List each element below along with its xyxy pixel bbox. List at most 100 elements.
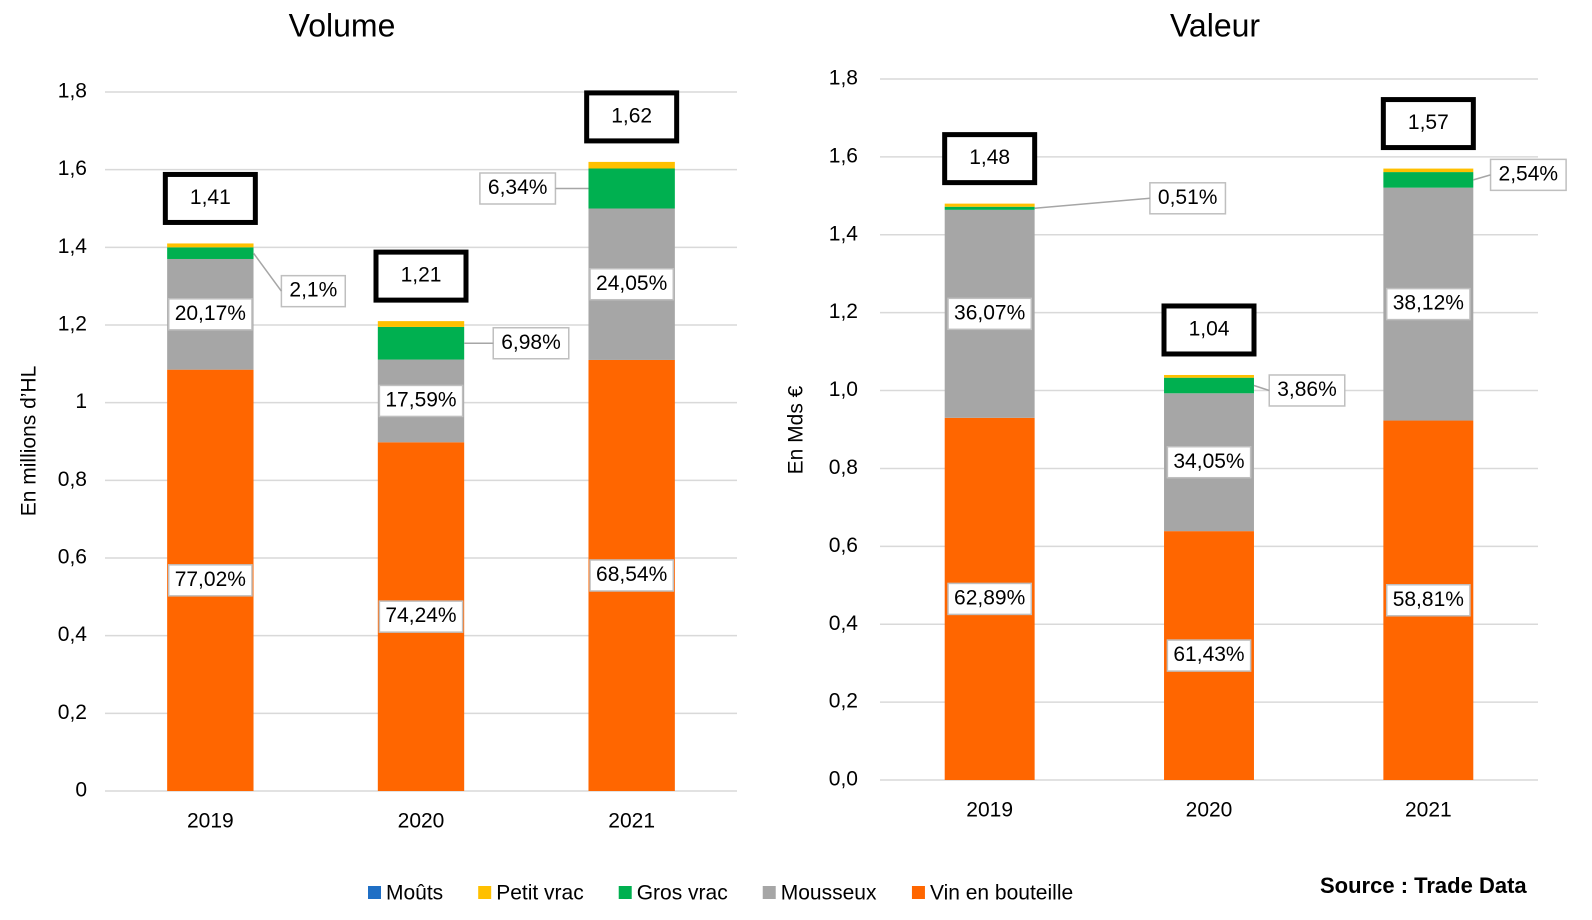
share-label-box <box>1149 182 1227 215</box>
x-tick-label: 2020 <box>398 810 445 833</box>
bar-segment <box>1383 168 1474 173</box>
y-tick-label: 1,8 <box>829 67 858 90</box>
y-tick-label: 0,4 <box>58 623 88 646</box>
share-label: 77,02% <box>175 568 246 591</box>
share-label: 6,34% <box>488 176 548 199</box>
share-label: 38,12% <box>1393 292 1464 315</box>
total-label: 1,48 <box>969 146 1010 169</box>
y-tick-label: 0,6 <box>58 546 87 569</box>
legend-swatch <box>368 886 381 899</box>
total-label: 1,57 <box>1408 111 1449 134</box>
legend-label: Petit vrac <box>496 882 584 905</box>
share-label: 6,98% <box>501 331 561 354</box>
legend-swatch <box>478 886 492 899</box>
share-label: 0,51% <box>1158 186 1218 209</box>
share-label: 61,43% <box>1173 643 1244 666</box>
share-label: 34,05% <box>1173 450 1244 473</box>
leader-line <box>1253 384 1270 392</box>
chart-title: Volume <box>289 7 396 43</box>
legend-label: Vin en bouteille <box>930 882 1073 905</box>
y-tick-label: 1,4 <box>58 235 88 258</box>
share-label: 24,05% <box>596 272 667 295</box>
y-tick-label: 0 <box>75 779 87 802</box>
leader-line <box>1034 197 1150 210</box>
y-tick-label: 0,4 <box>829 612 859 635</box>
legend-swatch <box>762 886 776 899</box>
chart-title: Valeur <box>1170 7 1260 43</box>
bar-segment <box>1164 374 1254 378</box>
bar-segment <box>377 321 465 327</box>
total-box <box>1380 97 1476 151</box>
share-label: 2,1% <box>289 279 337 302</box>
share-label-box <box>280 274 347 308</box>
y-tick-label: 1,2 <box>829 300 858 323</box>
bar-segment <box>1383 172 1474 188</box>
share-label-box <box>167 564 253 597</box>
share-label: 3,86% <box>1277 378 1337 401</box>
y-tick-label: 0,0 <box>829 768 858 791</box>
share-label-box <box>479 172 557 205</box>
y-axis-label: En millions d’HL <box>18 366 41 517</box>
bar-segment <box>167 247 254 259</box>
share-label-box <box>947 297 1033 331</box>
leader-line <box>1473 174 1491 181</box>
bar-segment <box>588 161 675 169</box>
total-box <box>162 171 258 225</box>
bar-segment <box>1164 377 1254 394</box>
x-tick-label: 2021 <box>1405 799 1452 822</box>
y-tick-label: 0,8 <box>829 456 858 479</box>
legend-label: Moûts <box>386 882 443 905</box>
bar-segment <box>944 206 1035 210</box>
share-label-box <box>1166 445 1252 479</box>
y-tick-label: 0,2 <box>829 690 858 713</box>
y-tick-label: 1,6 <box>58 157 87 180</box>
x-tick-label: 2019 <box>966 799 1013 822</box>
legend-label: Mousseux <box>781 882 877 905</box>
total-box <box>373 249 469 303</box>
y-tick-label: 1 <box>75 390 87 413</box>
y-tick-label: 1,6 <box>829 144 858 167</box>
share-label-box <box>378 600 464 633</box>
share-label-box <box>167 298 253 331</box>
y-tick-label: 0,2 <box>58 701 87 724</box>
y-tick-label: 0,6 <box>829 534 858 557</box>
share-label: 17,59% <box>385 388 456 411</box>
share-label-box <box>378 384 464 418</box>
share-label: 58,81% <box>1393 588 1464 611</box>
legend-label: Gros vrac <box>637 882 728 905</box>
y-tick-label: 0,8 <box>58 468 87 491</box>
x-tick-label: 2021 <box>608 810 655 833</box>
legend-swatch <box>911 886 925 899</box>
y-tick-label: 1,2 <box>58 313 87 336</box>
share-label: 36,07% <box>954 301 1025 324</box>
total-box <box>942 132 1038 186</box>
share-label-box <box>589 559 675 592</box>
share-label: 2,54% <box>1499 162 1559 185</box>
source-note: Source : Trade Data <box>1320 873 1527 898</box>
total-label: 1,41 <box>190 186 231 209</box>
total-label: 1,04 <box>1189 318 1230 341</box>
total-label: 1,62 <box>611 104 652 127</box>
share-label-box <box>947 582 1033 616</box>
bar-segment <box>167 243 254 248</box>
x-tick-label: 2020 <box>1186 799 1233 822</box>
share-label-box <box>1166 639 1252 672</box>
share-label: 20,17% <box>175 302 246 325</box>
y-axis-label: En Mds € <box>785 385 808 474</box>
bar-segment <box>377 326 465 360</box>
total-label: 1,21 <box>401 264 442 287</box>
total-box <box>584 90 680 144</box>
y-tick-label: 1,0 <box>829 378 858 401</box>
share-label-box <box>1385 287 1471 321</box>
y-tick-label: 1,8 <box>58 80 87 103</box>
share-label-box <box>1385 584 1471 617</box>
leader-line <box>252 252 283 292</box>
bar-segment <box>944 203 1035 207</box>
share-label-box <box>1268 374 1346 407</box>
share-label: 62,89% <box>954 586 1025 609</box>
x-tick-label: 2019 <box>187 810 234 833</box>
y-tick-label: 1,4 <box>829 222 859 245</box>
bar-segment <box>588 168 675 209</box>
